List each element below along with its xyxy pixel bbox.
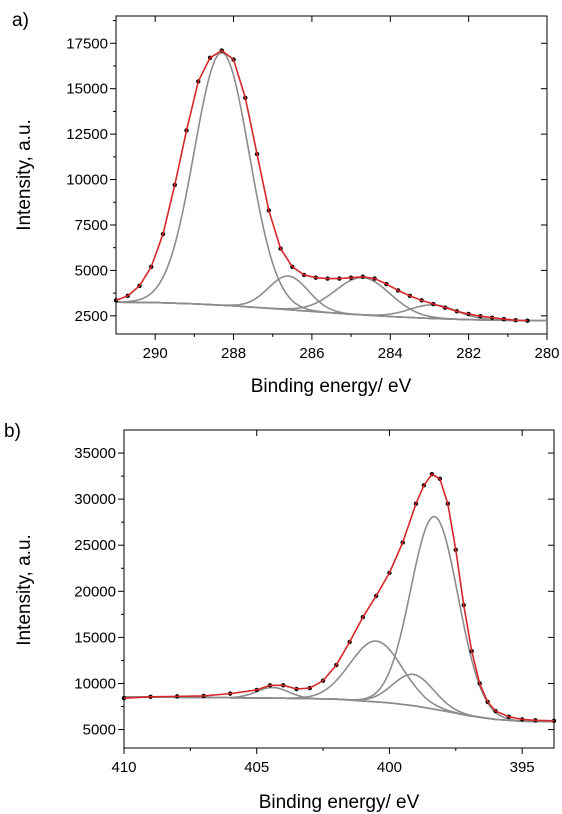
y-tick-label: 5000 [75, 262, 108, 279]
panel-a-y-axis-title: Intensity, a.u. [14, 119, 35, 231]
fit-envelope [115, 49, 528, 322]
x-tick-label: 410 [111, 759, 136, 776]
x-tick-label: 286 [299, 345, 324, 362]
component-peak-4 [123, 515, 555, 723]
component-peak-2 [123, 640, 555, 723]
component-peak-2 [115, 275, 547, 322]
y-tick-label: 15000 [66, 81, 108, 98]
panel-a-label: a) [12, 10, 29, 31]
y-tick-label: 17500 [66, 35, 108, 52]
x-tick-label: 405 [244, 759, 269, 776]
panel-b-label: b) [4, 421, 21, 442]
panel-b: b) 410 405 400 395 5000 10000 15000 20000 25000 3… [4, 421, 557, 813]
x-tick-label: 284 [378, 345, 403, 362]
y-tick-label: 25000 [74, 537, 116, 554]
x-tick-label: 290 [143, 345, 168, 362]
panel-a-x-axis-title: Binding energy/ eV [251, 376, 412, 397]
x-tick-label: 395 [510, 759, 535, 776]
panel-b-y-axis-title: Intensity, a.u. [14, 534, 35, 646]
y-tick-label: 12500 [66, 126, 108, 143]
panel-a-curves [113, 48, 547, 323]
y-tick-label: 10000 [74, 675, 116, 692]
panel-a: a) 290 288 286 284 282 280 2500 5000 7500 10000 12… [12, 10, 560, 397]
panel-b-ticks: 410 405 400 395 5000 10000 15000 20000 25000 3000… [74, 430, 554, 776]
y-tick-label: 35000 [74, 445, 116, 462]
panel-a-ticks: 290 288 286 284 282 280 2500 5000 7500 10000 12500… [66, 16, 560, 362]
y-tick-label: 10000 [66, 172, 108, 189]
panel-b-plot-frame [123, 429, 555, 749]
panel-b-curves [121, 472, 557, 724]
y-tick-label: 20000 [74, 583, 116, 600]
x-tick-label: 282 [456, 345, 481, 362]
y-tick-label: 2500 [75, 308, 108, 325]
x-tick-label: 400 [377, 759, 402, 776]
panel-b-x-axis-title: Binding energy/ eV [259, 792, 420, 813]
y-tick-label: 7500 [75, 217, 108, 234]
component-peak-1 [115, 51, 547, 322]
component-peak-4 [115, 301, 547, 322]
y-tick-label: 30000 [74, 491, 116, 508]
y-tick-label: 5000 [83, 722, 116, 739]
x-tick-label: 280 [534, 345, 559, 362]
panel-a-plot-frame [115, 15, 548, 335]
y-tick-label: 15000 [74, 629, 116, 646]
component-peak-3 [115, 276, 547, 322]
x-tick-label: 288 [221, 345, 246, 362]
fit-envelope [123, 473, 555, 722]
